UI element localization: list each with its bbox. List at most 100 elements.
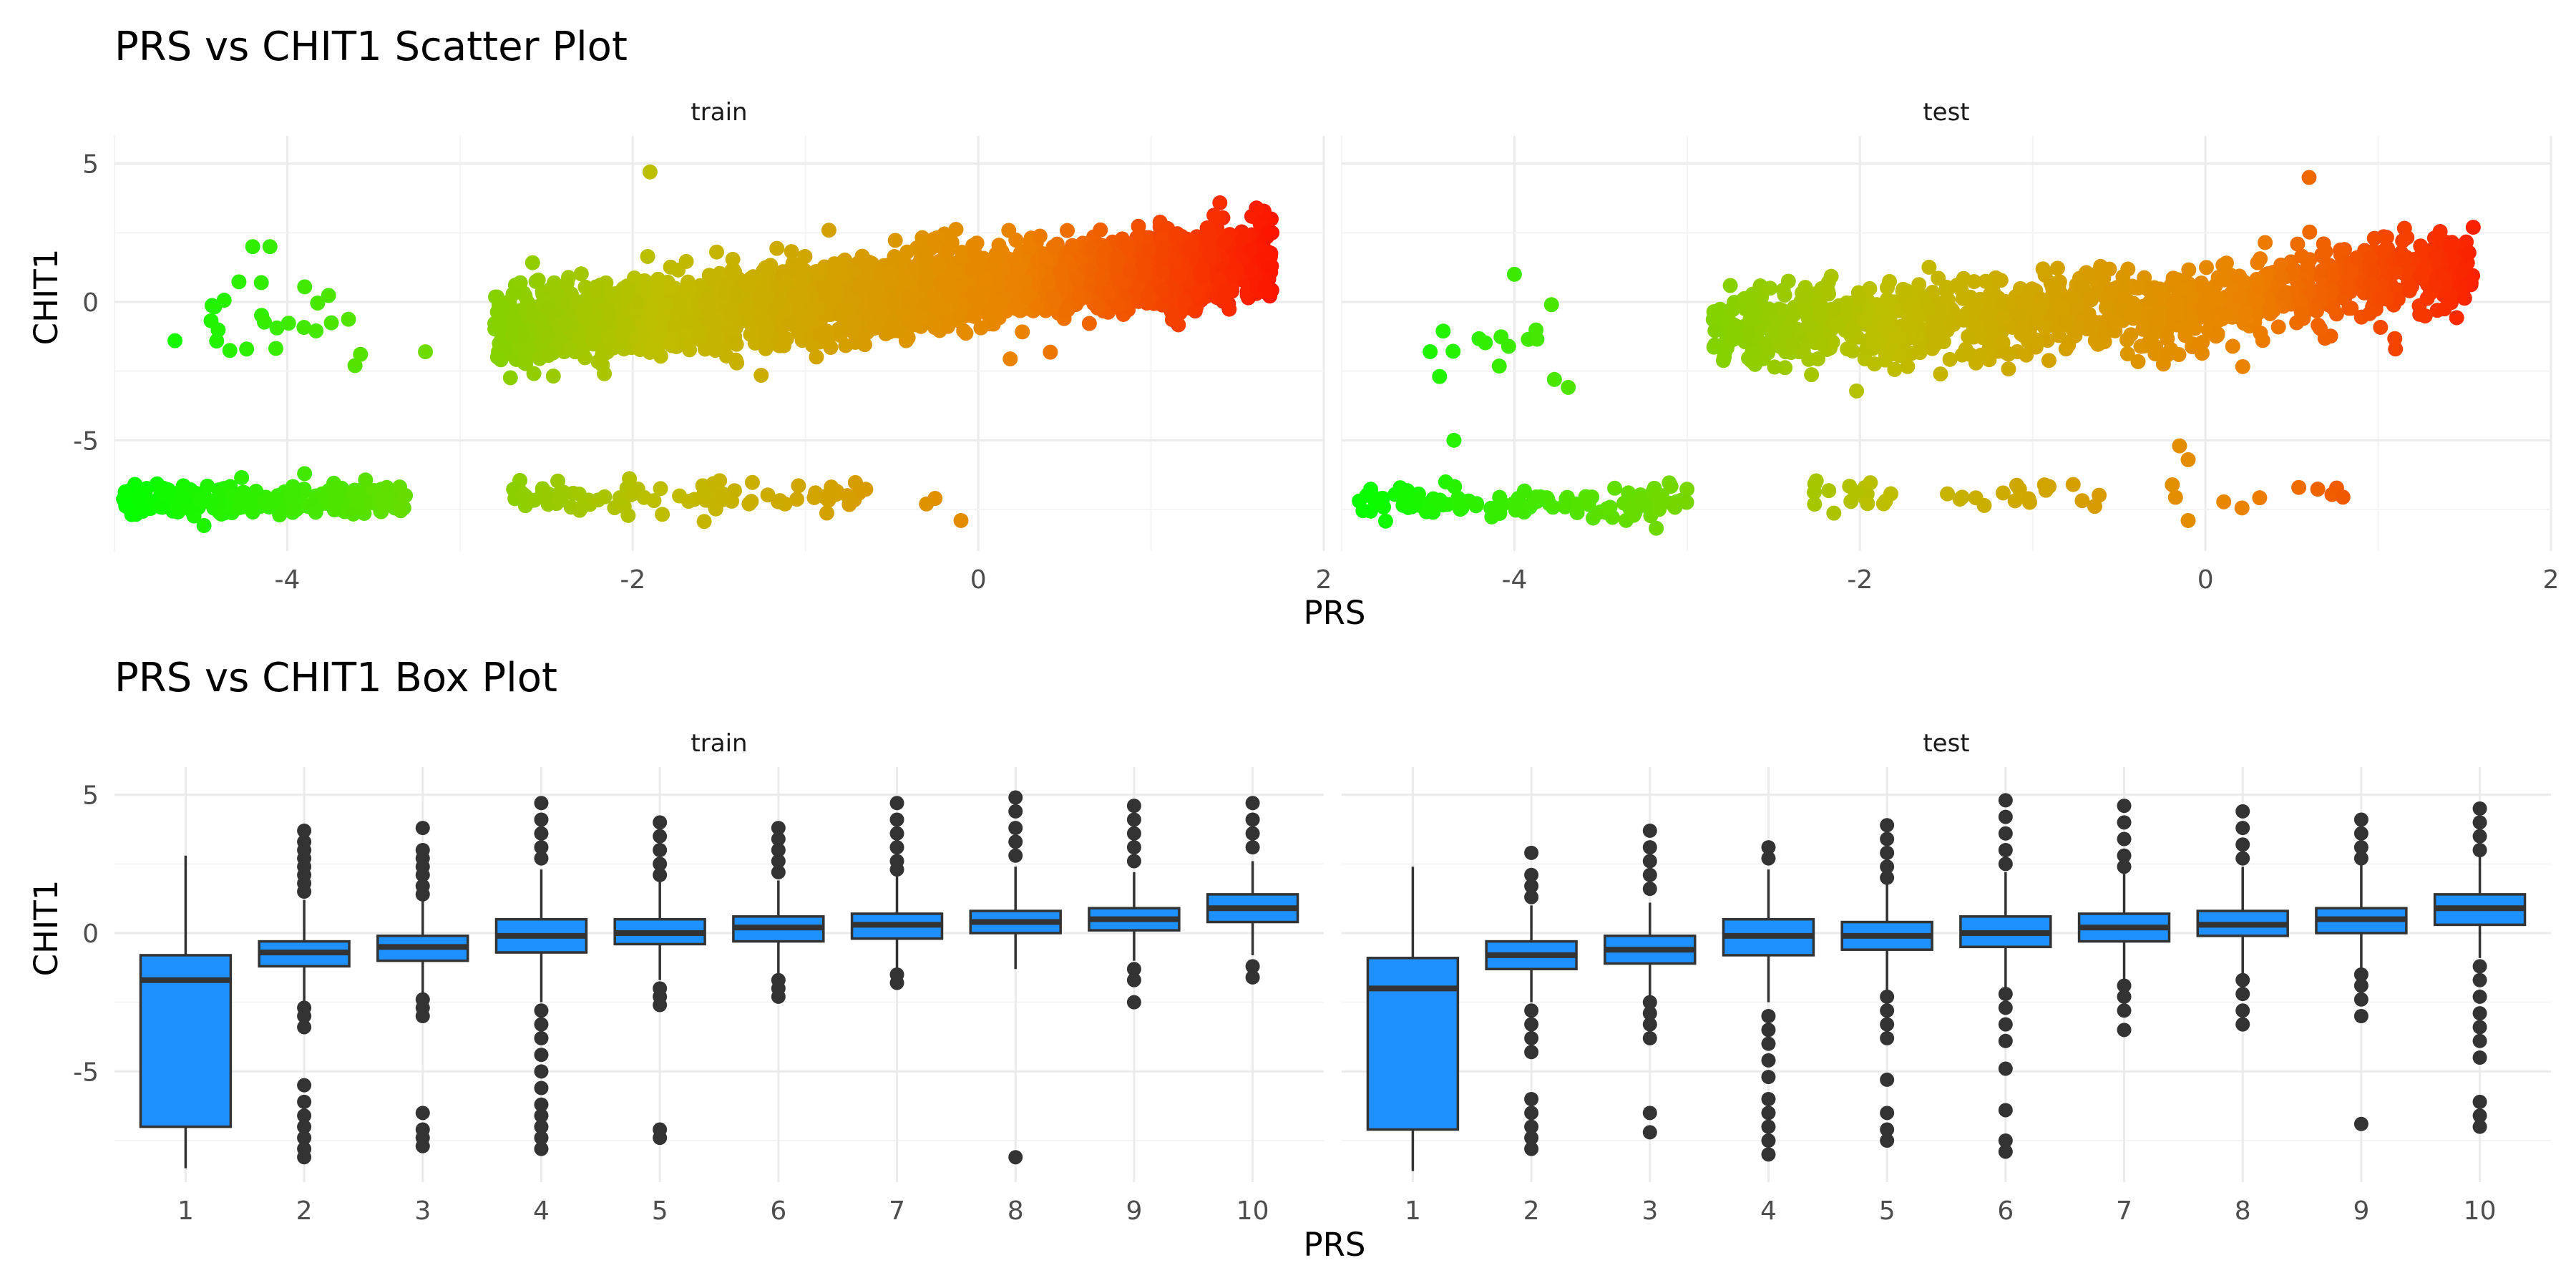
scatter-point (753, 367, 769, 383)
scatter-point (2432, 224, 2448, 240)
x-tick-label: 0 (970, 565, 987, 595)
scatter-point (1921, 301, 1936, 316)
box-outlier (534, 851, 549, 866)
scatter-point (204, 493, 220, 509)
scatter-point (597, 366, 613, 381)
scatter-point (1949, 277, 1965, 293)
box-outlier (1642, 840, 1657, 855)
box-outlier (415, 821, 430, 836)
scatter-point (1212, 195, 1228, 210)
scatter-point (1508, 496, 1523, 512)
scatter-point (619, 288, 635, 304)
box-outlier (297, 1078, 312, 1093)
scatter-point (1002, 351, 1018, 367)
scatter-point (811, 300, 826, 316)
scatter-point (1863, 475, 1878, 491)
scatter-point (1423, 343, 1438, 359)
scatter-point (1956, 312, 1971, 328)
scatter-point (1722, 278, 1738, 293)
scatter-point (1243, 242, 1259, 258)
scatter-point (926, 231, 942, 247)
scatter-point (1083, 240, 1099, 255)
box-outlier (534, 1048, 549, 1063)
scatter-point (1845, 343, 1860, 359)
scatter-point (1745, 312, 1760, 328)
scatter-point (815, 278, 831, 294)
scatter-point (2395, 233, 2411, 249)
box-outlier (534, 1017, 549, 1032)
scatter-point (1506, 266, 1522, 282)
scatter-point (1418, 504, 1434, 519)
box-outlier (1642, 1030, 1657, 1045)
scatter-point (2195, 299, 2210, 315)
scatter-point (2057, 312, 2073, 328)
scatter-point (393, 503, 409, 519)
scatter-point (2461, 245, 2477, 260)
scatter-point (870, 279, 886, 295)
scatter-y-axis-title: CHIT1 (27, 249, 65, 346)
scatter-point (917, 277, 932, 293)
scatter-point (525, 255, 540, 270)
box-outlier (1008, 790, 1023, 805)
scatter-point (1032, 228, 1048, 244)
x-tick-label: 2 (296, 1196, 313, 1226)
scatter-point (2167, 489, 2183, 505)
scatter-point (253, 275, 269, 291)
scatter-point (1109, 249, 1125, 265)
scatter-point (519, 343, 535, 359)
facet-strip-label: test (1923, 729, 1969, 758)
box-2 (1485, 845, 1578, 1156)
x-tick-label: 10 (1236, 1196, 1269, 1226)
box-outlier (653, 1131, 668, 1146)
box-outlier (889, 975, 904, 990)
scatter-point (958, 326, 974, 341)
scatter-point (2116, 290, 2132, 306)
scatter-point (600, 301, 615, 317)
scatter-point (2366, 230, 2382, 246)
scatter-point (256, 314, 272, 330)
scatter-point (1634, 493, 1649, 509)
box-outlier (1524, 1017, 1539, 1032)
scatter-point (242, 499, 258, 514)
scatter-point (642, 164, 658, 180)
scatter-point (727, 284, 743, 300)
box-outlier (534, 812, 549, 827)
scatter-point (1190, 285, 1206, 301)
x-tick-label: 3 (1641, 1196, 1658, 1226)
scatter-point (2120, 261, 2136, 277)
scatter-point (791, 478, 806, 494)
box-outlier (1642, 1106, 1657, 1121)
scatter-point (800, 312, 816, 328)
scatter-point (602, 286, 618, 301)
box-outlier (889, 826, 904, 841)
box-outlier (534, 796, 549, 811)
scatter-point (887, 233, 903, 248)
scatter-point (630, 294, 646, 310)
box-outlier (297, 1094, 312, 1109)
box-outlier (1008, 848, 1023, 863)
box-outlier (534, 1141, 549, 1156)
scatter-point (2232, 290, 2248, 306)
scatter-point (297, 279, 313, 295)
scatter-point (682, 342, 698, 358)
scatter-point (882, 272, 897, 288)
scatter-point (540, 328, 556, 343)
scatter-point (347, 482, 363, 498)
scatter-point (398, 488, 414, 504)
scatter-point (1516, 483, 1532, 499)
scatter-point (1826, 505, 1842, 521)
box-outlier (1245, 796, 1260, 811)
scatter-point (1081, 316, 1097, 331)
scatter-point (561, 341, 577, 356)
scatter-point (789, 258, 805, 274)
scatter-point (1979, 308, 1994, 324)
scatter-point (2236, 274, 2252, 290)
scatter-point (268, 341, 284, 356)
scatter-plot-title: PRS vs CHIT1 Scatter Plot (114, 24, 628, 70)
scatter-point (1022, 240, 1038, 256)
scatter-point (1040, 275, 1056, 291)
scatter-point (2429, 247, 2444, 263)
scatter-point (2181, 262, 2197, 278)
scatter-point (2198, 260, 2214, 275)
scatter-point (326, 502, 342, 518)
